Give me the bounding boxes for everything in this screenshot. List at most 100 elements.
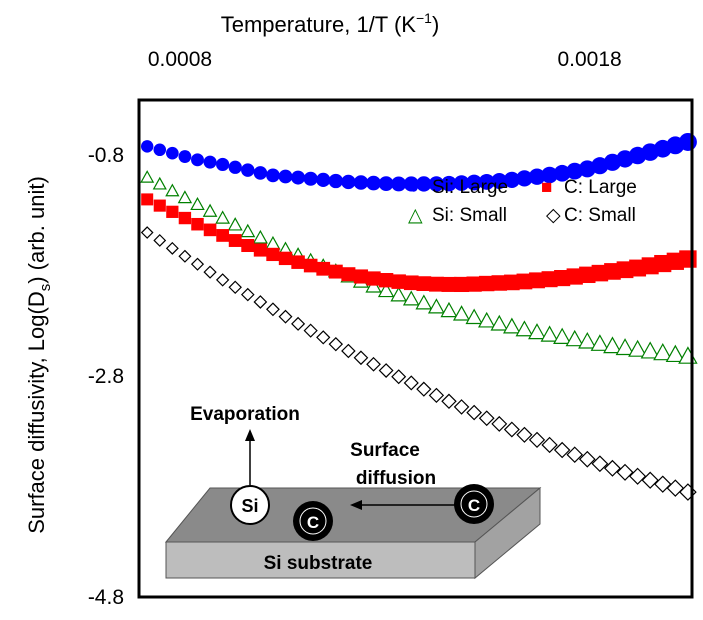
legend-si-large-label: Si: Large xyxy=(432,177,508,198)
data-point xyxy=(341,174,356,190)
data-point xyxy=(402,290,420,306)
data-point xyxy=(616,463,634,481)
data-point xyxy=(391,274,406,289)
data-point xyxy=(240,287,255,302)
data-point xyxy=(140,140,154,153)
data-point xyxy=(252,229,268,244)
inset-schematic: Si substrate Evaporation Si C Surface di… xyxy=(164,404,542,580)
data-point xyxy=(466,174,483,191)
legend-si-small-label: Si: Small xyxy=(432,205,507,226)
data-point xyxy=(378,273,394,288)
data-point xyxy=(191,217,204,231)
data-point xyxy=(441,393,457,410)
data-point xyxy=(203,223,217,237)
data-point xyxy=(416,176,432,192)
data-point xyxy=(553,441,571,459)
data-point xyxy=(578,332,597,349)
data-point xyxy=(491,415,508,432)
data-point xyxy=(478,173,495,190)
legend-c-small-label: C: Small xyxy=(564,205,636,226)
data-point xyxy=(579,266,596,284)
data-point xyxy=(441,276,457,292)
data-point xyxy=(516,273,533,290)
data-point xyxy=(490,314,509,331)
x-tick-label: 0.0008 xyxy=(148,48,212,71)
data-point xyxy=(378,176,394,192)
data-point xyxy=(491,275,508,291)
data-point xyxy=(216,157,230,172)
data-point xyxy=(466,276,482,292)
data-point xyxy=(541,166,558,184)
data-point xyxy=(316,172,331,187)
y-axis-title: Surface diffusivity, Log(Ds) (arb. unit) xyxy=(24,176,54,534)
substrate-label: Si substrate xyxy=(264,553,373,574)
data-point xyxy=(428,176,445,192)
si-atom xyxy=(230,485,270,525)
data-point xyxy=(341,267,356,282)
data-point xyxy=(516,170,533,187)
data-point xyxy=(353,350,369,366)
data-point xyxy=(678,132,697,151)
data-point xyxy=(165,241,179,255)
data-point xyxy=(391,176,407,192)
data-point xyxy=(266,302,280,317)
substrate-front-face xyxy=(165,541,476,579)
data-point xyxy=(554,270,571,287)
data-point xyxy=(178,211,192,225)
legend-c-large-symbol: ■ xyxy=(541,177,552,198)
data-point xyxy=(178,150,192,163)
data-point xyxy=(266,247,280,262)
data-point xyxy=(278,309,293,324)
data-point xyxy=(165,183,180,197)
data-point xyxy=(678,346,698,364)
data-point xyxy=(403,275,419,291)
data-point xyxy=(427,298,445,314)
data-point xyxy=(566,162,584,180)
data-point xyxy=(516,426,533,443)
data-point xyxy=(440,301,458,318)
data-point xyxy=(316,261,331,276)
data-point xyxy=(366,356,381,372)
data-point xyxy=(528,168,546,185)
surface-diffusion-label-line1: Surface xyxy=(350,440,420,461)
x-tick-labels: 0.0008 0.0018 xyxy=(148,48,622,71)
data-point xyxy=(603,459,621,477)
data-point xyxy=(366,175,381,191)
top-axis-title: Temperature, 1/T (K−1) xyxy=(221,10,440,37)
legend-c-small-symbol: ◇ xyxy=(546,205,561,226)
data-point xyxy=(227,217,243,231)
data-point xyxy=(628,339,648,357)
data-point xyxy=(416,276,432,292)
data-point xyxy=(452,305,471,321)
data-point xyxy=(177,190,193,204)
data-point xyxy=(153,199,166,212)
data-point xyxy=(341,343,356,359)
y-tick-label: -2.8 xyxy=(88,365,124,388)
data-point xyxy=(328,173,343,189)
data-point xyxy=(291,255,305,269)
data-point xyxy=(428,387,445,404)
data-point xyxy=(541,436,558,454)
data-point xyxy=(241,239,255,253)
data-point xyxy=(590,334,610,351)
data-point xyxy=(441,175,457,192)
data-point xyxy=(653,343,673,361)
data-point xyxy=(253,166,268,180)
data-point xyxy=(366,271,381,286)
data-point xyxy=(477,311,496,328)
legend-c-large-label: C: Large xyxy=(564,177,637,198)
data-point xyxy=(604,263,621,280)
data-point xyxy=(403,176,419,192)
data-point xyxy=(466,404,482,421)
data-point xyxy=(640,341,660,359)
data-point xyxy=(540,325,559,342)
data-point xyxy=(553,327,572,344)
c-atom-diffusing-label: C xyxy=(468,496,480,515)
data-point xyxy=(377,282,395,298)
y-tick-label: -0.8 xyxy=(88,144,124,167)
data-point xyxy=(503,171,520,188)
data-point xyxy=(528,323,546,340)
series-layer xyxy=(140,132,698,501)
data-point xyxy=(291,316,306,331)
